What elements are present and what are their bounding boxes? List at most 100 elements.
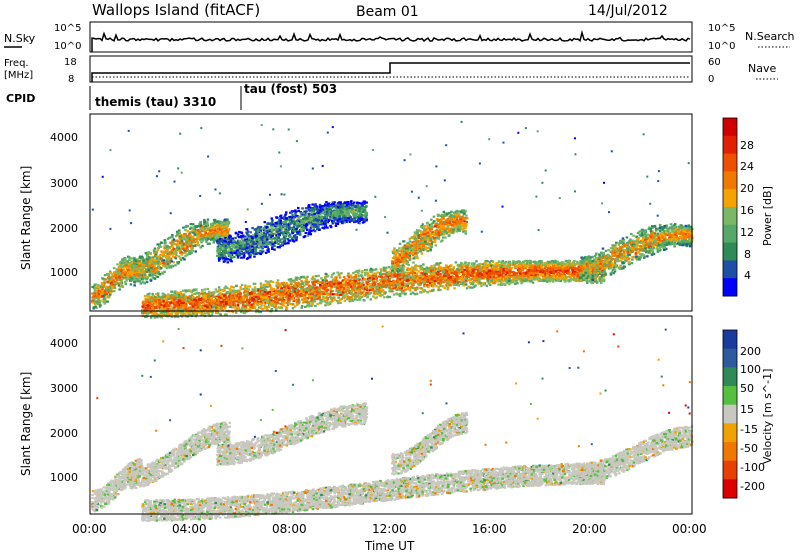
power-cell <box>277 234 280 237</box>
power-cell <box>213 239 216 242</box>
power-cell <box>315 216 319 219</box>
power-cell <box>329 204 333 207</box>
power-cell <box>308 233 312 236</box>
power-cell <box>338 218 341 221</box>
power-cell <box>329 211 332 214</box>
power-cell <box>114 270 118 273</box>
power-cell <box>201 229 204 232</box>
power-cell <box>146 251 149 254</box>
power-cell <box>252 234 255 237</box>
power-cell <box>167 266 170 269</box>
power-cell <box>212 231 215 235</box>
power-cell <box>166 262 169 266</box>
power-cell <box>208 226 211 229</box>
power-cell <box>360 274 363 277</box>
power-cell <box>293 210 296 213</box>
power-cell <box>156 243 159 246</box>
power-cell <box>172 238 176 241</box>
power-cell <box>233 251 237 255</box>
power-cell <box>236 239 240 242</box>
power-cell <box>317 226 320 229</box>
power-cell <box>175 254 178 257</box>
power-cell <box>114 277 118 280</box>
power-cell <box>190 237 193 240</box>
power-cell <box>304 225 308 228</box>
power-cell <box>152 262 156 265</box>
power-cell <box>284 242 287 245</box>
power-cell <box>310 225 314 228</box>
power-cell <box>167 247 170 250</box>
power-cell <box>211 224 214 227</box>
power-cell <box>163 245 166 248</box>
power-cell <box>283 226 286 229</box>
power-cell <box>111 279 115 282</box>
power-cell <box>157 272 160 275</box>
power-cell <box>96 295 100 298</box>
power-cell <box>184 228 187 232</box>
power-cell <box>192 244 195 247</box>
power-cell <box>323 227 326 230</box>
power-cell <box>140 274 144 277</box>
power-cell <box>142 259 145 262</box>
power-cell <box>135 269 138 272</box>
power-cell <box>95 296 99 299</box>
noise-right-label: N.Search <box>745 30 795 43</box>
power-cell <box>284 220 288 223</box>
power-cell <box>216 245 220 249</box>
power-cell <box>218 220 222 223</box>
power-cell <box>146 258 149 261</box>
power-cell <box>332 209 336 212</box>
power-cell <box>317 228 321 231</box>
power-cell <box>203 236 206 240</box>
power-cell <box>312 209 316 212</box>
power-cell <box>161 271 164 274</box>
power-cell <box>240 246 244 249</box>
power-cell <box>232 291 235 294</box>
power-cell <box>187 242 191 245</box>
power-cell <box>119 278 122 281</box>
power-cell <box>179 233 183 236</box>
power-cell <box>305 223 309 226</box>
power-cell <box>267 248 270 251</box>
power-cell <box>97 293 101 296</box>
power-cell <box>352 219 356 223</box>
power-cell <box>234 236 237 239</box>
power-cell <box>111 290 115 293</box>
power-cell <box>284 228 288 231</box>
power-cell <box>224 219 228 222</box>
power-cell <box>305 210 308 213</box>
power-cell <box>243 241 246 244</box>
power-cell <box>167 264 170 267</box>
power-cell <box>111 273 114 276</box>
power-cell <box>119 270 123 273</box>
power-cell <box>307 206 310 209</box>
power-cell <box>245 231 248 234</box>
power-cell <box>329 213 332 216</box>
power-cell <box>215 231 219 234</box>
power-cell <box>147 251 150 254</box>
power-cell <box>212 227 216 230</box>
power-cell <box>239 241 243 244</box>
power-cell <box>274 240 278 243</box>
power-cell <box>357 269 361 272</box>
power-cell <box>172 261 176 264</box>
power-cell <box>342 221 346 224</box>
power-cell <box>259 245 263 248</box>
power-cell <box>329 224 332 227</box>
power-cell <box>280 244 283 247</box>
power-cell <box>337 216 340 219</box>
power-cell <box>258 246 261 249</box>
power-cell <box>136 263 139 266</box>
power-cell <box>287 239 290 242</box>
power-cell <box>240 250 244 253</box>
power-cell <box>178 240 182 243</box>
power-cell <box>152 256 155 259</box>
power-cell <box>266 229 269 233</box>
power-cell <box>243 248 246 251</box>
power-cell <box>257 252 261 255</box>
power-cell <box>357 215 360 218</box>
power-cell <box>91 296 94 299</box>
power-cell <box>125 266 129 270</box>
power-cell <box>334 224 338 227</box>
power-cell <box>262 242 266 245</box>
